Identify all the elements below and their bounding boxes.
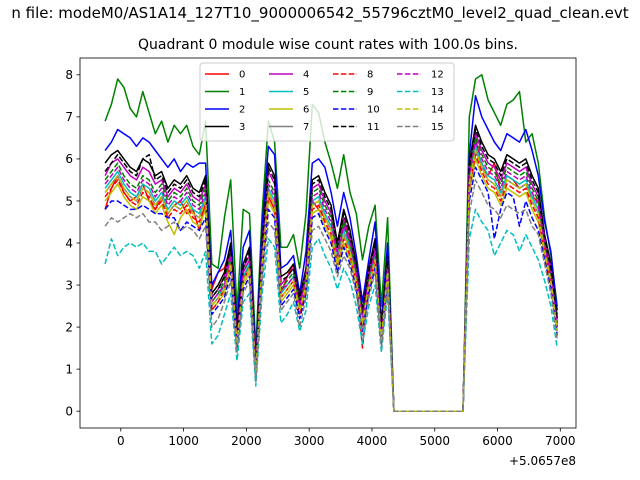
x-tick-label: 2000: [231, 434, 262, 448]
series-line-4: [104, 132, 558, 412]
y-tick-label: 1: [65, 362, 73, 376]
x-tick-label: 4000: [357, 434, 388, 448]
legend-label-9: 9: [367, 87, 373, 98]
x-tick-label: 5000: [419, 434, 450, 448]
y-tick-label: 5: [65, 194, 73, 208]
x-tick-label: 3000: [294, 434, 325, 448]
x-tick-label: 0: [117, 434, 125, 448]
series-layer: [104, 74, 558, 412]
x-tick-label: 7000: [545, 434, 576, 448]
x-tick-label: 6000: [482, 434, 513, 448]
series-line-5: [104, 145, 558, 412]
legend-label-4: 4: [303, 70, 309, 81]
legend-label-5: 5: [303, 87, 309, 98]
y-tick-label: 3: [65, 278, 73, 292]
legend-label-6: 6: [303, 105, 309, 116]
series-line-15: [104, 179, 558, 412]
legend-label-1: 1: [239, 87, 245, 98]
x-tick-label: 1000: [168, 434, 199, 448]
series-line-13: [104, 208, 558, 412]
series-line-0: [104, 137, 558, 412]
legend-label-14: 14: [431, 105, 444, 116]
legend-label-8: 8: [367, 70, 373, 81]
y-tick-label: 2: [65, 320, 73, 334]
series-line-6: [104, 158, 558, 412]
legend-label-10: 10: [367, 105, 380, 116]
y-tick-label: 4: [65, 236, 73, 250]
series-line-3: [104, 124, 558, 412]
series-line-14: [104, 149, 558, 412]
series-line-9: [104, 137, 558, 412]
legend-label-12: 12: [431, 70, 444, 81]
series-line-2: [104, 95, 558, 412]
legend-label-3: 3: [239, 122, 245, 133]
legend-label-7: 7: [303, 122, 309, 133]
y-tick-label: 6: [65, 152, 73, 166]
figure-suptitle: n file: modeM0/AS1A14_127T10_9000006542_…: [11, 4, 628, 23]
series-line-10: [104, 166, 558, 412]
series-line-8: [104, 153, 558, 412]
chart-title: Quadrant 0 module wise count rates with …: [138, 37, 518, 53]
legend-label-2: 2: [239, 105, 245, 116]
y-tick-label: 7: [65, 110, 73, 124]
legend-label-13: 13: [431, 87, 444, 98]
series-line-11: [104, 128, 558, 412]
y-tick-label: 8: [65, 68, 73, 82]
legend-label-11: 11: [367, 122, 380, 133]
series-line-12: [104, 141, 558, 412]
series-line-1: [104, 74, 558, 412]
y-tick-label: 0: [65, 404, 73, 418]
x-offset-label: +5.0657e8: [509, 454, 576, 468]
legend-box: [199, 62, 455, 142]
legend-label-15: 15: [431, 122, 444, 133]
legend-label-0: 0: [239, 70, 245, 81]
